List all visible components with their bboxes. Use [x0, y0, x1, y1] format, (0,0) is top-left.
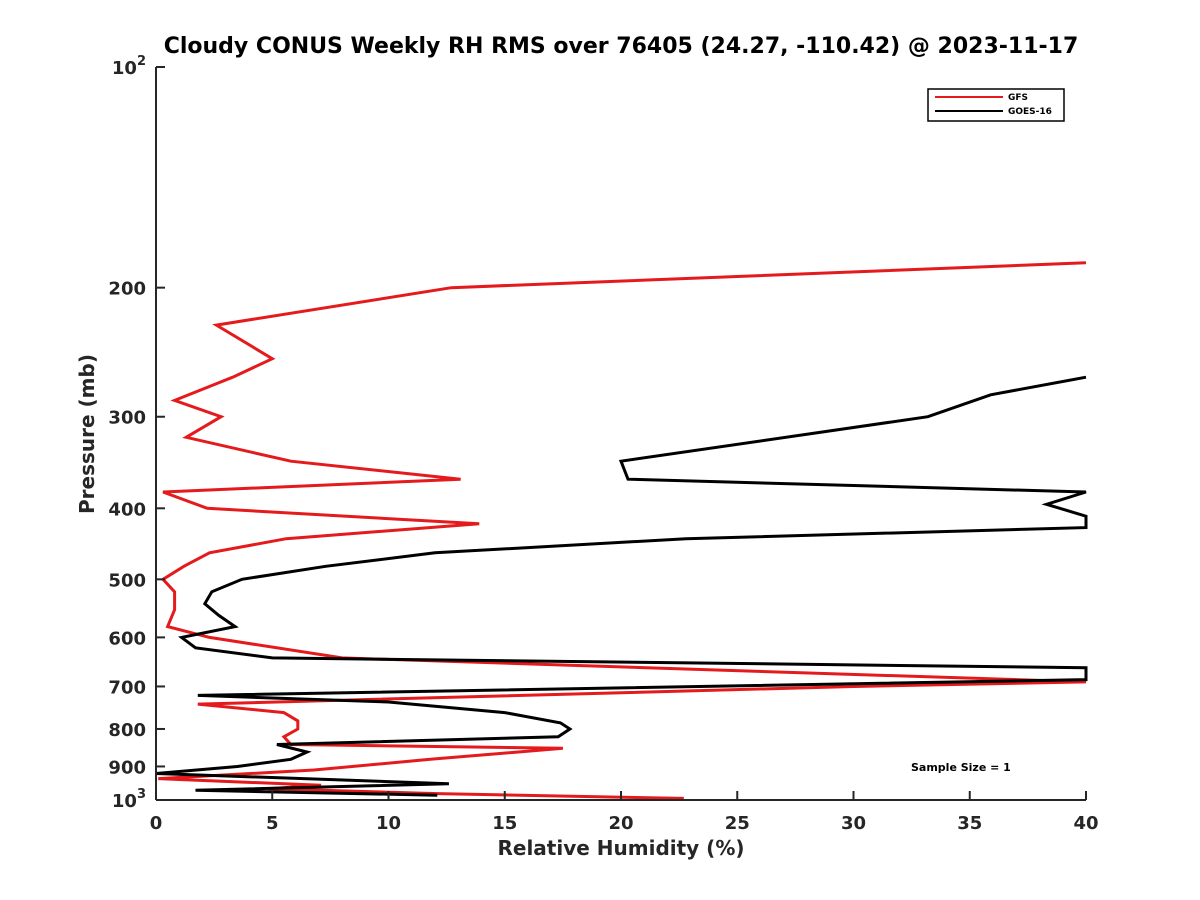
series-line-goes16 [155, 375, 1088, 797]
y-ticks: 200 300 400 500 600 700 800 900 102 103 [108, 54, 165, 812]
legend-label-goes16: GOES-16 [1008, 107, 1052, 117]
y-axis-label: Pressure (mb) [75, 354, 99, 514]
x-tick-label: 35 [957, 813, 982, 834]
x-tick-label: 30 [841, 813, 866, 834]
plot-area [155, 261, 1088, 800]
sample-size-annotation: Sample Size = 1 [911, 761, 1011, 774]
y-tick-label: 200 [108, 279, 146, 300]
x-tick-label: 15 [492, 813, 517, 834]
series-line-gfs [158, 261, 1087, 800]
y-tick-label: 900 [108, 757, 146, 778]
legend-label-gfs: GFS [1008, 93, 1028, 103]
y-tick-label: 103 [112, 787, 146, 812]
x-tick-label: 10 [376, 813, 401, 834]
y-tick-label: 800 [108, 720, 146, 741]
y-tick-label: 700 [108, 677, 146, 698]
x-ticks: 0 5 10 15 20 25 30 35 40 [150, 791, 1099, 834]
x-tick-label: 25 [725, 813, 750, 834]
y-tick-label: 500 [108, 570, 146, 591]
x-tick-label: 20 [608, 813, 633, 834]
legend: GFS GOES-16 [927, 88, 1065, 122]
y-tick-label: 300 [108, 408, 146, 429]
x-tick-label: 0 [150, 813, 163, 834]
y-tick-label: 102 [112, 54, 146, 79]
y-tick-label: 400 [108, 499, 146, 520]
y-tick-label: 600 [108, 628, 146, 649]
chart-title: Cloudy CONUS Weekly RH RMS over 76405 (2… [164, 34, 1079, 59]
x-tick-label: 5 [266, 813, 279, 834]
legend-box [927, 88, 1065, 122]
x-tick-label: 40 [1073, 813, 1098, 834]
x-axis-label: Relative Humidity (%) [497, 836, 744, 860]
